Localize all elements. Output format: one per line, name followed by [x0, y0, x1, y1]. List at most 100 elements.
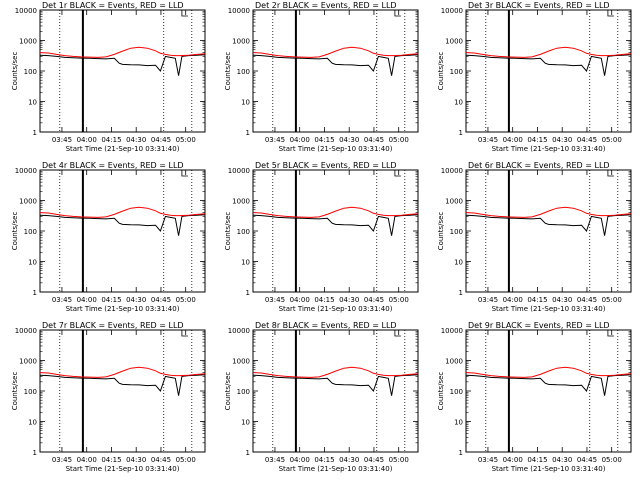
y-tick-label: 10000 — [15, 167, 37, 175]
panel-9: Det 9r BLACK = Events, RED = LLD 1 10 100 10… — [437, 321, 632, 473]
x-tick-label: 04:30 — [339, 136, 359, 144]
panel-1: Det 1r BLACK = Events, RED = LLD 1 10 100 10… — [11, 1, 206, 153]
x-tick-label: 04:00 — [290, 296, 310, 304]
x-tick-label: 04:15 — [527, 456, 547, 464]
x-tick-label: 04:45 — [151, 136, 171, 144]
y-tick-label: 10000 — [441, 327, 463, 335]
x-tick-label: 05:00 — [389, 296, 409, 304]
saa-bracket — [394, 10, 401, 17]
saa-bracket — [181, 10, 188, 17]
x-tick-label: 04:30 — [126, 296, 146, 304]
x-tick-label: 04:45 — [151, 456, 171, 464]
x-tick-label: 03:45 — [478, 456, 498, 464]
series-line-lld — [252, 206, 419, 218]
x-tick-label: 03:45 — [265, 296, 285, 304]
y-axis-label: Counts/sec — [224, 52, 232, 91]
y-tick-label: 10 — [454, 419, 463, 427]
panel-title: Det 9r BLACK = Events, RED = LLD — [468, 321, 610, 330]
x-tick-label: 04:45 — [364, 296, 384, 304]
x-axis-label: Start Time (21-Sep-10 03:31:40) — [492, 305, 606, 313]
series-line-events — [252, 374, 419, 396]
x-tick-label: 05:00 — [389, 456, 409, 464]
x-tick-label: 03:45 — [478, 136, 498, 144]
y-axis-label: Counts/sec — [437, 52, 445, 91]
y-axis-label: Counts/sec — [11, 212, 19, 251]
y-axis-label: Counts/sec — [224, 372, 232, 411]
x-axis-label: Start Time (21-Sep-10 03:31:40) — [279, 305, 393, 313]
series-line-events — [465, 214, 632, 236]
y-tick-label: 10000 — [228, 167, 250, 175]
panel-title: Det 3r BLACK = Events, RED = LLD — [468, 1, 610, 10]
x-tick-label: 04:15 — [101, 296, 121, 304]
y-tick-label: 1000 — [445, 38, 463, 46]
series-line-events — [39, 54, 206, 76]
x-tick-label: 04:45 — [364, 456, 384, 464]
x-tick-label: 04:15 — [314, 456, 334, 464]
plot-frame — [39, 329, 206, 453]
series-line-events — [465, 54, 632, 76]
x-tick-label: 04:15 — [527, 296, 547, 304]
y-tick-label: 1 — [246, 289, 250, 297]
plot-frame — [39, 9, 206, 133]
series-line-lld — [465, 206, 632, 218]
x-axis-label: Start Time (21-Sep-10 03:31:40) — [66, 465, 180, 473]
series-line-events — [252, 214, 419, 236]
y-tick-label: 1000 — [232, 198, 250, 206]
x-tick-label: 04:15 — [101, 456, 121, 464]
y-tick-label: 10 — [28, 259, 37, 267]
x-tick-label: 04:30 — [126, 136, 146, 144]
plot-frame — [252, 329, 419, 453]
plot-frame — [252, 169, 419, 293]
plot-frame — [39, 169, 206, 293]
series-line-lld — [39, 206, 206, 218]
y-axis-label: Counts/sec — [11, 52, 19, 91]
saa-bracket — [181, 170, 188, 177]
x-tick-label: 04:45 — [364, 136, 384, 144]
x-tick-label: 04:45 — [577, 456, 597, 464]
series-line-lld — [465, 46, 632, 58]
series-line-events — [252, 54, 419, 76]
x-tick-label: 04:30 — [339, 456, 359, 464]
panel-title: Det 7r BLACK = Events, RED = LLD — [42, 321, 184, 330]
x-tick-label: 04:15 — [314, 136, 334, 144]
y-tick-label: 10 — [28, 419, 37, 427]
x-tick-label: 04:00 — [290, 456, 310, 464]
x-tick-label: 04:00 — [77, 456, 97, 464]
y-tick-label: 100 — [450, 388, 463, 396]
x-tick-label: 05:00 — [176, 456, 196, 464]
y-tick-label: 100 — [237, 388, 250, 396]
series-line-events — [39, 214, 206, 236]
panel-2: Det 2r BLACK = Events, RED = LLD 1 10 100 10… — [224, 1, 419, 153]
saa-bracket — [181, 330, 188, 337]
panel-8: Det 8r BLACK = Events, RED = LLD 1 10 100 10… — [224, 321, 419, 473]
x-tick-label: 04:45 — [577, 136, 597, 144]
y-tick-label: 100 — [450, 228, 463, 236]
panel-title: Det 5r BLACK = Events, RED = LLD — [255, 161, 397, 170]
panel-title: Det 1r BLACK = Events, RED = LLD — [42, 1, 184, 10]
series-line-events — [465, 374, 632, 396]
saa-bracket — [607, 330, 614, 337]
saa-bracket — [394, 170, 401, 177]
panel-5: Det 5r BLACK = Events, RED = LLD 1 10 100 10… — [224, 161, 419, 313]
y-tick-label: 10000 — [228, 7, 250, 15]
y-tick-label: 1 — [33, 129, 37, 137]
x-tick-label: 04:45 — [151, 296, 171, 304]
x-tick-label: 05:00 — [602, 136, 622, 144]
x-tick-label: 04:45 — [577, 296, 597, 304]
x-tick-label: 05:00 — [602, 456, 622, 464]
panel-title: Det 2r BLACK = Events, RED = LLD — [255, 1, 397, 10]
y-tick-label: 10 — [28, 99, 37, 107]
y-axis-label: Counts/sec — [224, 212, 232, 251]
y-axis-label: Counts/sec — [11, 372, 19, 411]
y-tick-label: 1 — [459, 129, 463, 137]
y-tick-label: 100 — [24, 228, 37, 236]
y-tick-label: 10 — [241, 419, 250, 427]
x-tick-label: 05:00 — [389, 136, 409, 144]
y-tick-label: 10 — [454, 259, 463, 267]
y-tick-label: 10000 — [441, 167, 463, 175]
y-tick-label: 1000 — [232, 38, 250, 46]
y-tick-label: 10 — [454, 99, 463, 107]
saa-bracket — [394, 330, 401, 337]
y-tick-label: 100 — [237, 228, 250, 236]
